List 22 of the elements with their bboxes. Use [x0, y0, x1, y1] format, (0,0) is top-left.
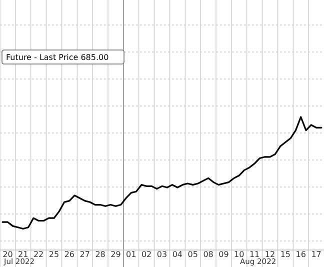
x-tick-label: 04: [172, 250, 183, 259]
x-tick-label: 27: [80, 250, 90, 259]
x-tick-label: 02: [141, 250, 152, 259]
x-tick-label: 28: [95, 250, 106, 259]
x-tick-label: 17: [311, 250, 322, 259]
x-tick-label: 26: [64, 250, 75, 259]
x-tick-label: 09: [218, 250, 229, 259]
x-tick-label: 11: [249, 250, 260, 259]
x-tick-label: 16: [296, 250, 306, 259]
x-tick-label: 10: [234, 250, 244, 259]
x-tick-label: 29: [110, 250, 121, 259]
x-tick-label: 15: [280, 250, 291, 259]
x-tick-label: 12: [264, 250, 276, 259]
x-tick-label: 08: [203, 250, 214, 259]
x-tick-label: 21: [18, 250, 28, 259]
x-tick-label: 20: [2, 250, 13, 259]
x-tick-label: 05: [188, 250, 198, 259]
x-tick-label: 01: [126, 250, 136, 259]
text: Future - Last Price 685.00: [6, 53, 109, 62]
x-tick-label: 03: [156, 250, 168, 259]
x-tick-label: 25: [48, 250, 60, 259]
x-tick-label: 22: [33, 250, 44, 259]
